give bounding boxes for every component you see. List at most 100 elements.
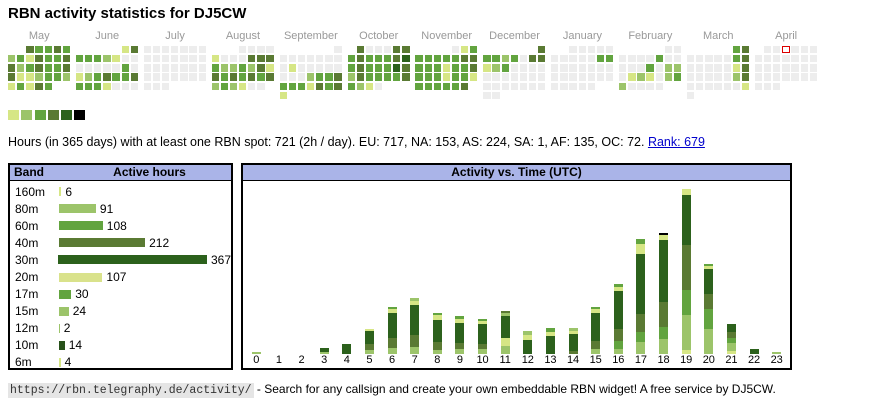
hour-column: 21 [720,181,743,368]
calendar-day [696,73,704,81]
calendar-day [162,64,170,72]
calendar-day [356,46,364,54]
calendar-day [171,55,179,63]
calendar-day [538,73,546,81]
calendar-day [35,64,43,72]
calendar-day [17,82,25,90]
calendar-month: December [483,30,546,101]
bar-segment [681,195,691,245]
bar-segment [659,233,669,235]
calendar-month-label: July [165,30,185,42]
calendar-month-grid [279,46,343,101]
calendar-day [189,64,197,72]
calendar-month: May [8,30,71,92]
bar-segment [455,323,465,343]
hour-label: 15 [589,354,602,366]
calendar-day [782,64,790,72]
bar-segment [364,331,374,344]
calendar-day [347,82,355,90]
calendar-day [673,64,682,72]
calendar-day [596,46,605,54]
calendar-day [754,73,763,81]
calendar-day [560,82,568,90]
bar-stack [681,189,691,354]
calendar-day [791,46,799,54]
calendar-day [433,55,441,63]
hour-column: 12 [517,181,540,368]
bar-segment [591,349,601,354]
band-value: 367 [210,252,231,267]
calendar-day [587,55,595,63]
bar-segment [500,311,510,313]
calendar-month-label: October [359,30,399,42]
calendar-month-label: June [95,30,120,42]
calendar-day [17,64,25,72]
bar-segment [364,344,374,350]
bar-segment [432,350,442,354]
calendar-day [365,82,374,90]
bar-stack [319,348,329,354]
calendar-day [673,73,682,81]
calendar-day [26,46,34,54]
calendar-day [347,64,355,72]
calendar-day [152,55,161,63]
band-label: 20m [15,270,39,285]
calendar-day [62,55,71,63]
calendar-day [266,46,274,54]
calendar-day [365,55,374,63]
calendar-month-grid [347,46,411,92]
calendar-day [773,55,781,63]
activity-chart: 0 1 2 3 4 5 6 7 8 9 10 11 12 13 14 15 16 17 18 19 20 21 22 23 [243,181,790,368]
calendar-day [637,73,645,81]
calendar-day [220,73,229,81]
hour-column: 16 [607,181,630,368]
calendar-day [75,64,84,72]
calendar-day [687,91,695,99]
calendar-day [655,64,663,72]
calendar-day [782,55,790,63]
band-bar [59,272,103,282]
calendar-day [316,82,324,90]
calendar-day [587,64,595,72]
calendar-day [75,55,84,63]
calendar-day [334,55,342,63]
calendar-day [461,55,469,63]
calendar-month-label: January [562,30,602,42]
hour-label: 12 [521,354,534,366]
calendar-day [461,82,469,90]
calendar-day [103,73,111,81]
calendar-month: April [754,30,818,92]
calendar-day [560,73,568,81]
band-label: 80m [15,201,39,216]
bar-segment [704,294,714,309]
band-value: 2 [63,321,71,336]
hour-label: 16 [612,354,625,366]
bar-stack [636,239,646,354]
widget-url: https://rbn.telegraphy.de/activity/ [8,383,254,398]
bar-segment [613,341,623,349]
band-row: 20m 107 [15,268,231,285]
calendar-day [198,46,206,54]
calendar-day [103,64,111,72]
bar-segment [704,329,714,354]
band-label: 6m [15,355,32,370]
hour-column: 11 [494,181,517,368]
rank-link[interactable]: Rank: 679 [647,135,705,149]
calendar-day [773,64,781,72]
calendar-day [673,46,682,54]
calendar-day [8,55,16,63]
band-value: 107 [106,270,127,285]
calendar-day [424,82,432,90]
hour-label: 4 [343,354,350,366]
bar-segment [251,352,261,354]
calendar-day [773,82,781,90]
hour-label: 11 [499,354,511,366]
legend-swatch [8,110,19,120]
calendar-day [696,55,704,63]
hour-column: 0 [245,181,268,368]
calendar-day [433,64,441,72]
calendar-day [741,82,750,90]
calendar-day [538,82,546,90]
calendar-month-grid [687,46,750,101]
calendar-day [239,64,247,72]
